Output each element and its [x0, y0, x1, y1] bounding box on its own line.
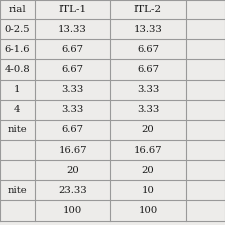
- Text: 6.67: 6.67: [62, 45, 83, 54]
- Text: 20: 20: [66, 166, 79, 175]
- Text: ITL-1: ITL-1: [58, 5, 87, 14]
- Text: 3.33: 3.33: [137, 105, 159, 114]
- Text: 0-2.5: 0-2.5: [5, 25, 30, 34]
- Text: nite: nite: [8, 125, 27, 134]
- Text: 6.67: 6.67: [137, 45, 159, 54]
- Text: 3.33: 3.33: [61, 105, 84, 114]
- Text: 100: 100: [138, 206, 158, 215]
- Text: 10: 10: [142, 186, 154, 195]
- Text: 6.67: 6.67: [62, 65, 83, 74]
- Text: 4: 4: [14, 105, 21, 114]
- Text: 13.33: 13.33: [134, 25, 162, 34]
- Text: 6-1.6: 6-1.6: [5, 45, 30, 54]
- Text: nite: nite: [8, 186, 27, 195]
- Text: 16.67: 16.67: [58, 146, 87, 155]
- Text: 4-0.8: 4-0.8: [4, 65, 30, 74]
- Text: 6.67: 6.67: [62, 125, 83, 134]
- Text: 20: 20: [142, 166, 154, 175]
- Text: 1: 1: [14, 85, 21, 94]
- Text: rial: rial: [9, 5, 26, 14]
- Text: 20: 20: [142, 125, 154, 134]
- Text: 3.33: 3.33: [61, 85, 84, 94]
- Text: 100: 100: [63, 206, 82, 215]
- Text: 6.67: 6.67: [137, 65, 159, 74]
- Text: ITL-2: ITL-2: [134, 5, 162, 14]
- Text: 23.33: 23.33: [58, 186, 87, 195]
- Text: 13.33: 13.33: [58, 25, 87, 34]
- Text: 16.67: 16.67: [134, 146, 162, 155]
- Text: 3.33: 3.33: [137, 85, 159, 94]
